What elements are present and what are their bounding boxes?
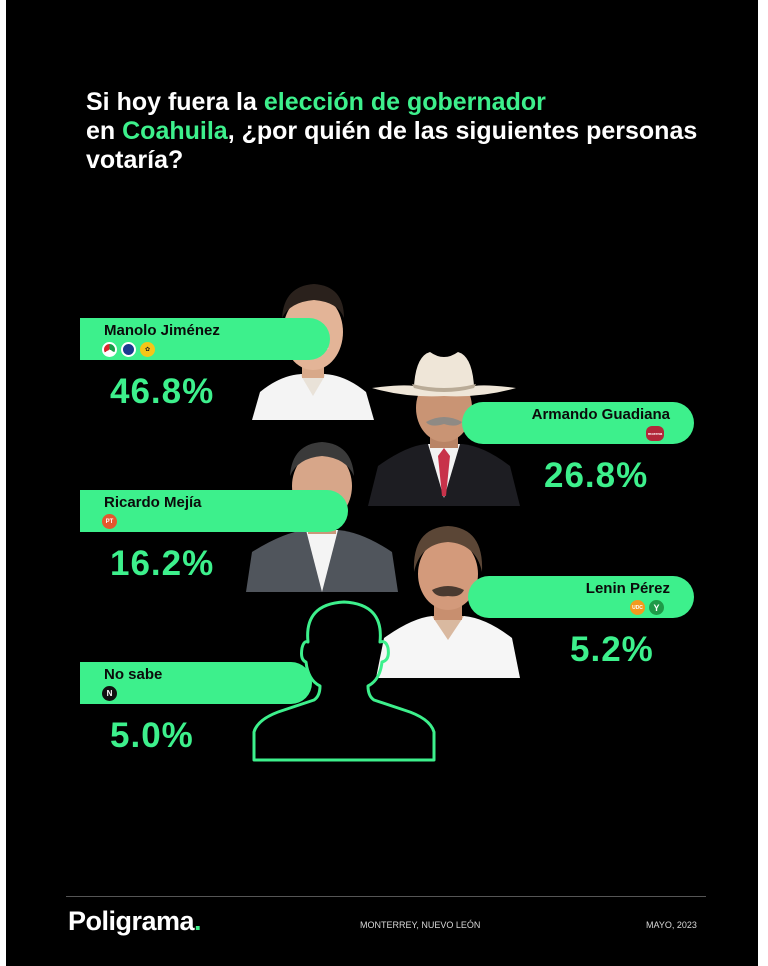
pvem-logo-icon: Y [649, 600, 664, 615]
percentage-label: 46.8% [110, 372, 215, 411]
morena-logo-icon: morena [646, 426, 664, 441]
candidate-name: Manolo Jiménez [104, 322, 220, 339]
prd-logo-icon: ✿ [140, 342, 155, 357]
infographic: Si hoy fuera la elección de gobernador e… [6, 0, 758, 966]
candidate-pill-ricardo: Ricardo Mejía PT [80, 490, 348, 532]
brand-logo: Poligrama. [68, 906, 202, 937]
option-name: No sabe [104, 666, 163, 683]
pan-logo-icon [121, 342, 136, 357]
candidate-pill-armando: Armando Guadiana morena [462, 402, 694, 444]
question-text-2: en [86, 117, 123, 145]
percentage-label: 5.2% [570, 630, 654, 669]
brand-name: Poligrama [68, 906, 195, 936]
party-logos: UDC Y [630, 600, 664, 615]
party-logos: PT [102, 514, 117, 529]
party-logos: morena [646, 426, 664, 441]
candidate-pill-manolo: Manolo Jiménez ✿ [80, 318, 330, 360]
option-pill-no-sabe: No sabe N [80, 662, 312, 704]
percentage-label: 16.2% [110, 544, 215, 583]
footer-date: MAYO, 2023 [646, 920, 697, 930]
candidate-name: Lenin Pérez [585, 580, 670, 597]
udc-logo-icon: UDC [630, 600, 645, 615]
question-highlight-election: elección de gobernador [263, 88, 546, 116]
pt-logo-icon: PT [102, 514, 117, 529]
option-icon: N [102, 686, 117, 701]
brand-dot: . [194, 906, 202, 936]
candidate-photo-armando [368, 352, 520, 506]
survey-question: Si hoy fuera la elección de gobernador e… [86, 88, 706, 175]
n-letter-icon: N [102, 686, 117, 701]
candidate-name: Armando Guadiana [531, 406, 670, 423]
percentage-label: 5.0% [110, 716, 194, 755]
question-text-3: , ¿por quién de las siguientes personas … [86, 117, 698, 174]
party-logos: ✿ [102, 342, 155, 357]
pri-logo-icon [102, 342, 117, 357]
candidate-photo-lenin [376, 526, 520, 678]
candidate-name: Ricardo Mejía [104, 494, 202, 511]
footer-location: MONTERREY, NUEVO LEÓN [360, 920, 481, 930]
footer-divider [66, 896, 706, 897]
question-highlight-state: Coahuila [122, 117, 228, 145]
candidate-pill-lenin: Lenin Pérez UDC Y [468, 576, 694, 618]
question-text-1: Si hoy fuera la [86, 88, 264, 116]
unknown-silhouette [252, 600, 436, 762]
percentage-label: 26.8% [544, 456, 649, 495]
